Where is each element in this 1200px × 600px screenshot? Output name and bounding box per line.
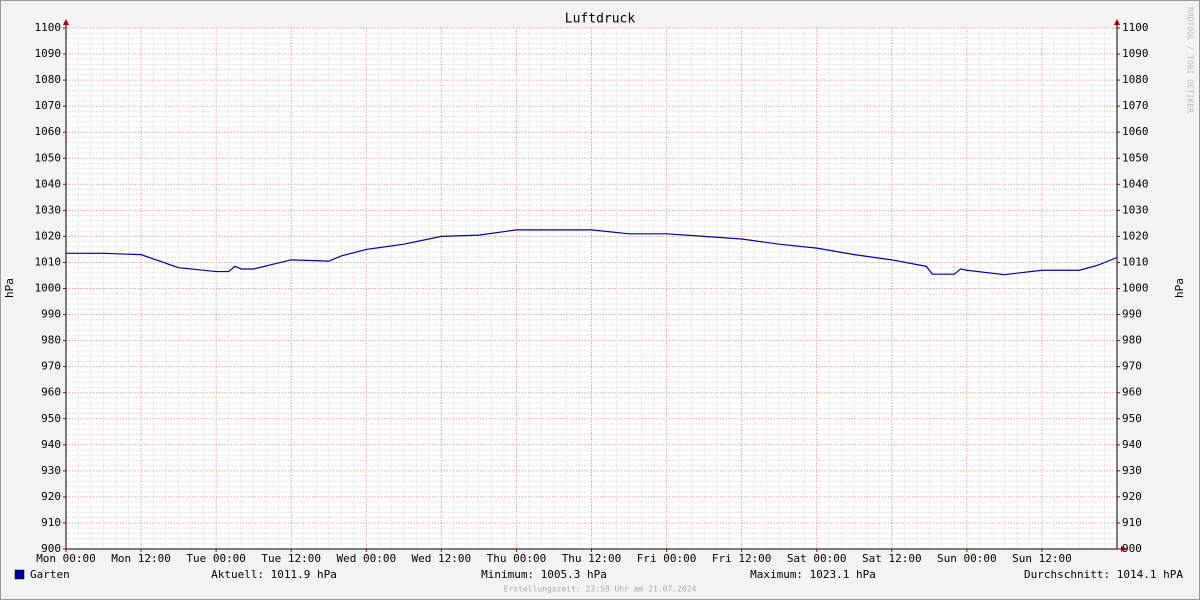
- y-tick-label: 1020: [35, 229, 62, 242]
- y2-tick-label: 960: [1122, 386, 1142, 399]
- legend-swatch: [14, 569, 25, 580]
- x-tick-label: Sat 12:00: [862, 552, 922, 565]
- y-tick-label: 970: [41, 360, 61, 373]
- y2-tick-label: 1080: [1122, 73, 1149, 86]
- axis-arrow: [63, 19, 69, 25]
- y-tick-label: 1010: [35, 255, 62, 268]
- x-tick-label: Thu 12:00: [562, 552, 622, 565]
- y2-tick-label: 1050: [1122, 151, 1149, 164]
- y-tick-label: 930: [41, 464, 61, 477]
- y2-tick-label: 1070: [1122, 99, 1149, 112]
- y2-tick-label: 1060: [1122, 125, 1149, 138]
- axis-arrow: [1114, 19, 1120, 25]
- x-tick-label: Tue 00:00: [186, 552, 246, 565]
- y-axis-label: hPa: [3, 278, 16, 298]
- y-tick-label: 1090: [35, 47, 62, 60]
- x-tick-label: Tue 12:00: [261, 552, 321, 565]
- x-tick-label: Wed 00:00: [336, 552, 396, 565]
- y2-tick-label: 1000: [1122, 282, 1149, 295]
- y2-tick-label: 900: [1122, 542, 1142, 555]
- y-tick-label: 990: [41, 308, 61, 321]
- x-tick-label: Sat 00:00: [787, 552, 847, 565]
- y2-tick-label: 980: [1122, 334, 1142, 347]
- y2-tick-label: 910: [1122, 516, 1142, 529]
- y-tick-label: 910: [41, 516, 61, 529]
- x-tick-label: Fri 00:00: [637, 552, 697, 565]
- footer: Erstellungszeit: 23:58 Uhr am 21.07.2024: [504, 585, 697, 594]
- x-tick-label: Thu 00:00: [487, 552, 547, 565]
- y-tick-label: 920: [41, 490, 61, 503]
- y-tick-label: 900: [41, 542, 61, 555]
- x-tick-label: Mon 00:00: [36, 552, 96, 565]
- data-line: [66, 229, 1118, 276]
- legend-stat: Aktuell: 1011.9 hPa: [211, 568, 337, 581]
- watermark: RRDTOOL / TOBI OETIKER: [1186, 7, 1195, 113]
- y2-tick-label: 1040: [1122, 177, 1149, 190]
- y-tick-label: 1030: [35, 203, 62, 216]
- grid: [65, 27, 1118, 550]
- y-tick-label: 1100: [35, 21, 62, 34]
- y-tick-label: 1070: [35, 99, 62, 112]
- legend-stat: Maximum: 1023.1 hPa: [750, 568, 876, 581]
- y2-tick-label: 950: [1122, 412, 1142, 425]
- y2-axis-label: hPa: [1173, 278, 1186, 298]
- y2-tick-label: 1090: [1122, 47, 1149, 60]
- y-tick-label: 960: [41, 386, 61, 399]
- y2-tick-label: 920: [1122, 490, 1142, 503]
- y2-tick-label: 940: [1122, 438, 1142, 451]
- y2-tick-label: 1100: [1122, 21, 1149, 34]
- y2-tick-label: 970: [1122, 360, 1142, 373]
- y-tick-label: 1080: [35, 73, 62, 86]
- x-tick-label: Sun 00:00: [937, 552, 997, 565]
- y2-tick-label: 1020: [1122, 229, 1149, 242]
- y-tick-label: 940: [41, 438, 61, 451]
- y-tick-label: 1060: [35, 125, 62, 138]
- y2-tick-label: 1030: [1122, 203, 1149, 216]
- x-tick-label: Wed 12:00: [412, 552, 472, 565]
- y-tick-label: 1040: [35, 177, 62, 190]
- x-tick-label: Fri 12:00: [712, 552, 772, 565]
- y-tick-label: 950: [41, 412, 61, 425]
- legend-label: Garten: [30, 568, 70, 581]
- y-tick-label: 1000: [35, 282, 62, 295]
- y2-tick-label: 990: [1122, 308, 1142, 321]
- y2-tick-label: 930: [1122, 464, 1142, 477]
- y2-tick-label: 1010: [1122, 255, 1149, 268]
- axis-arrow: [1121, 546, 1127, 552]
- legend-stat: Minimum: 1005.3 hPa: [481, 568, 607, 581]
- chart-title: Luftdruck: [565, 12, 636, 27]
- y-tick-label: 980: [41, 334, 61, 347]
- x-tick-label: Mon 12:00: [111, 552, 171, 565]
- y-tick-label: 1050: [35, 151, 62, 164]
- x-tick-label: Sun 12:00: [1012, 552, 1072, 565]
- legend-stat: Durchschnitt: 1014.1 hPA: [1024, 568, 1183, 581]
